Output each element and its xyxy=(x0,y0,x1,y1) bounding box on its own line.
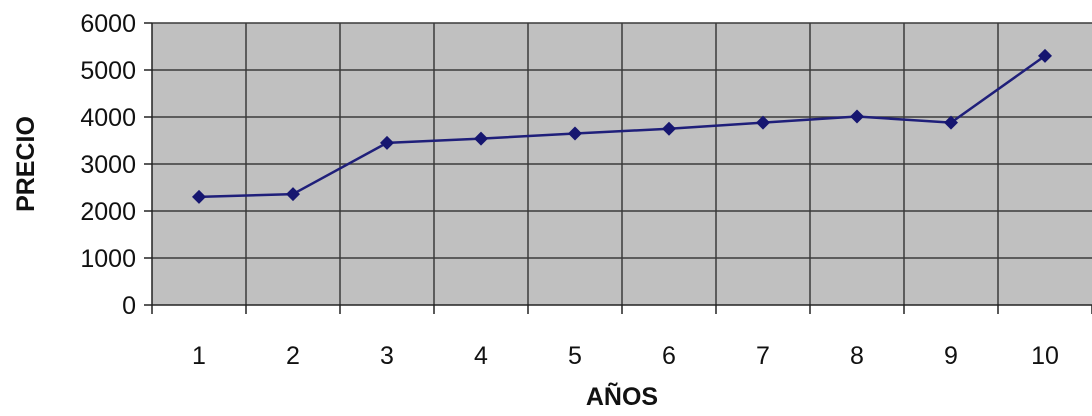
grid-lines xyxy=(152,22,1092,305)
y-tick-label: 3000 xyxy=(80,151,136,179)
x-tick-label: 5 xyxy=(568,342,582,370)
axes xyxy=(144,22,1092,314)
y-tick-label: 2000 xyxy=(80,198,136,226)
x-tick-label: 3 xyxy=(380,342,394,370)
y-tick-label: 5000 xyxy=(80,57,136,85)
data-point-marker xyxy=(850,109,864,124)
data-point-marker xyxy=(380,135,394,150)
data-point-marker xyxy=(662,121,676,136)
y-tick-labels: 0 1000 2000 3000 4000 5000 6000 xyxy=(80,10,136,320)
x-tick-label: 1 xyxy=(192,342,206,370)
x-tick-label: 10 xyxy=(1031,342,1059,370)
y-tick-label: 1000 xyxy=(80,245,136,273)
y-tick-label: 4000 xyxy=(80,104,136,132)
x-tick-label: 4 xyxy=(474,342,488,370)
y-axis-title: PRECIO xyxy=(12,116,40,212)
x-tick-label: 7 xyxy=(756,342,770,370)
y-tick-label: 0 xyxy=(122,292,136,320)
x-tick-label: 9 xyxy=(944,342,958,370)
data-point-marker xyxy=(192,189,206,204)
series xyxy=(192,48,1052,204)
y-tick-label: 6000 xyxy=(80,10,136,38)
x-tick-label: 2 xyxy=(286,342,300,370)
x-tick-label: 6 xyxy=(662,342,676,370)
x-tick-label: 8 xyxy=(850,342,864,370)
data-point-marker xyxy=(568,126,582,141)
series-line xyxy=(198,54,1046,199)
x-tick-labels: 1 2 3 4 5 6 7 8 9 10 xyxy=(192,342,1059,370)
data-point-marker xyxy=(1038,48,1052,63)
data-point-marker xyxy=(474,131,488,146)
data-point-marker xyxy=(756,115,770,130)
data-point-marker xyxy=(944,115,958,130)
x-axis-title: AÑOS xyxy=(586,381,658,411)
data-point-marker xyxy=(286,187,300,202)
